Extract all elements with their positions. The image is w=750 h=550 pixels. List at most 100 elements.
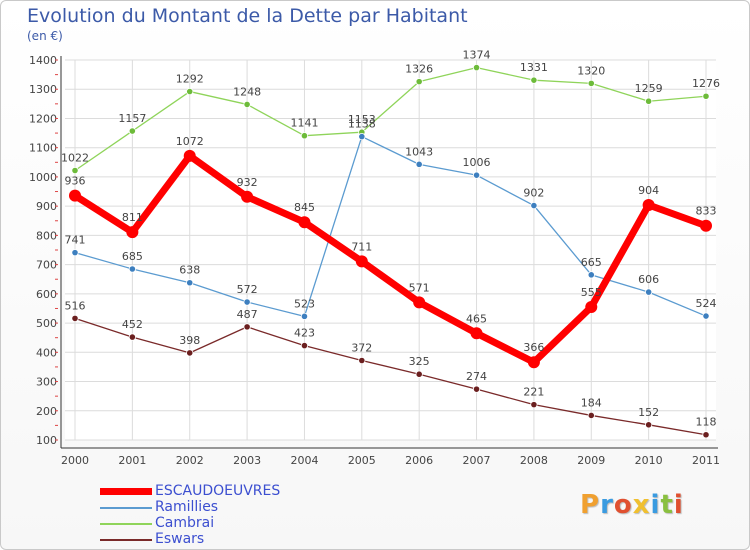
data-label: 1331 xyxy=(520,61,548,74)
data-label: 741 xyxy=(65,234,86,247)
data-label: 1320 xyxy=(577,64,605,77)
x-tick-label: 2005 xyxy=(348,454,376,467)
data-point xyxy=(585,301,598,313)
data-point xyxy=(71,314,79,322)
legend-label: ESCAUDOEUVRES xyxy=(155,483,281,499)
logo-letter: t xyxy=(660,490,674,520)
data-point xyxy=(243,298,251,306)
series-line-ramillies xyxy=(74,135,707,318)
data-point xyxy=(241,190,254,203)
data-point xyxy=(527,356,540,369)
data-label: 1043 xyxy=(405,145,433,158)
data-label: 1153 xyxy=(348,113,376,126)
data-point xyxy=(472,171,481,179)
data-point xyxy=(415,78,423,86)
x-tick-label: 2001 xyxy=(118,454,146,467)
data-point xyxy=(300,312,309,320)
y-tick-label: 1200 xyxy=(29,112,57,125)
legend-item-ramillies: Ramillies xyxy=(100,499,360,516)
data-point xyxy=(243,323,251,331)
data-label: 487 xyxy=(237,308,258,321)
data-label: 1248 xyxy=(233,85,261,98)
y-tick-label: 1400 xyxy=(29,54,57,67)
data-label: 1292 xyxy=(176,73,204,86)
data-label: 902 xyxy=(523,187,544,200)
data-point xyxy=(128,265,136,273)
legend-swatch xyxy=(100,488,152,495)
series-line-escaudoeuvres xyxy=(71,152,710,366)
data-point xyxy=(183,149,196,162)
data-label: 833 xyxy=(696,205,717,218)
y-tick-label: 800 xyxy=(36,229,57,242)
logo-letter: r xyxy=(600,490,614,520)
data-label: 606 xyxy=(638,273,659,286)
legend-swatch xyxy=(100,523,152,525)
logo-letter: P xyxy=(580,490,601,520)
data-point xyxy=(128,333,136,341)
series-line-cambrai xyxy=(74,66,707,172)
x-tick-label: 2006 xyxy=(405,454,433,467)
legend-swatch xyxy=(100,539,152,541)
data-label: 524 xyxy=(696,297,717,310)
x-tick-label: 2007 xyxy=(463,454,491,467)
data-label: 152 xyxy=(638,406,659,419)
data-label: 516 xyxy=(65,299,86,312)
y-tick-label: 400 xyxy=(36,346,57,359)
data-point xyxy=(300,341,309,350)
data-point xyxy=(69,189,81,202)
data-point xyxy=(186,349,194,357)
legend-item-escaudoeuvres: ESCAUDOEUVRES xyxy=(100,483,360,500)
data-point xyxy=(470,327,483,340)
y-tick-label: 200 xyxy=(36,405,57,418)
data-label: 1006 xyxy=(463,156,491,169)
data-point xyxy=(700,219,712,232)
data-point xyxy=(126,226,139,239)
plot-area xyxy=(65,60,716,440)
data-label: 1157 xyxy=(118,112,146,125)
data-label: 811 xyxy=(122,211,143,224)
data-point xyxy=(186,279,194,287)
data-label: 452 xyxy=(122,318,143,331)
data-label: 1022 xyxy=(61,151,89,164)
data-label: 274 xyxy=(466,370,487,383)
y-tick-label: 100 xyxy=(36,434,57,447)
data-point xyxy=(530,401,538,409)
data-point xyxy=(415,370,423,378)
y-tick-label: 1300 xyxy=(29,83,57,96)
legend-item-cambrai: Cambrai xyxy=(100,515,360,532)
data-label: 398 xyxy=(179,334,200,347)
data-point xyxy=(587,271,595,279)
y-tick-label: 1100 xyxy=(29,142,57,155)
data-label: 665 xyxy=(581,256,602,269)
legend-label: Cambrai xyxy=(155,515,215,531)
data-point xyxy=(530,76,538,84)
data-point xyxy=(358,132,366,141)
data-label: 904 xyxy=(638,184,659,197)
data-label: 423 xyxy=(294,327,315,340)
data-point xyxy=(186,87,194,96)
y-tick-label: 700 xyxy=(36,259,57,272)
data-point xyxy=(298,216,311,229)
y-tick-label: 900 xyxy=(36,200,57,213)
data-point xyxy=(645,421,653,429)
legend: ESCAUDOEUVRES Ramillies Cambrai Eswars xyxy=(100,483,360,548)
data-point xyxy=(702,312,710,320)
data-point xyxy=(243,100,251,109)
data-point xyxy=(642,198,655,211)
data-point xyxy=(300,132,309,140)
data-point xyxy=(71,166,79,175)
data-point xyxy=(472,64,481,72)
data-label: 936 xyxy=(65,175,86,188)
data-label: 465 xyxy=(466,312,487,325)
data-point xyxy=(128,127,136,135)
x-tick-label: 2004 xyxy=(290,454,318,467)
data-point xyxy=(415,160,423,168)
data-label: 572 xyxy=(237,283,258,296)
data-label: 1141 xyxy=(290,117,318,130)
proxiti-logo: Proxiti xyxy=(580,490,684,520)
data-label: 1138 xyxy=(348,118,376,131)
data-point xyxy=(358,356,366,365)
logo-letter: o xyxy=(613,490,633,520)
logo-letter: i xyxy=(650,490,661,520)
legend-label: Eswars xyxy=(155,531,205,547)
